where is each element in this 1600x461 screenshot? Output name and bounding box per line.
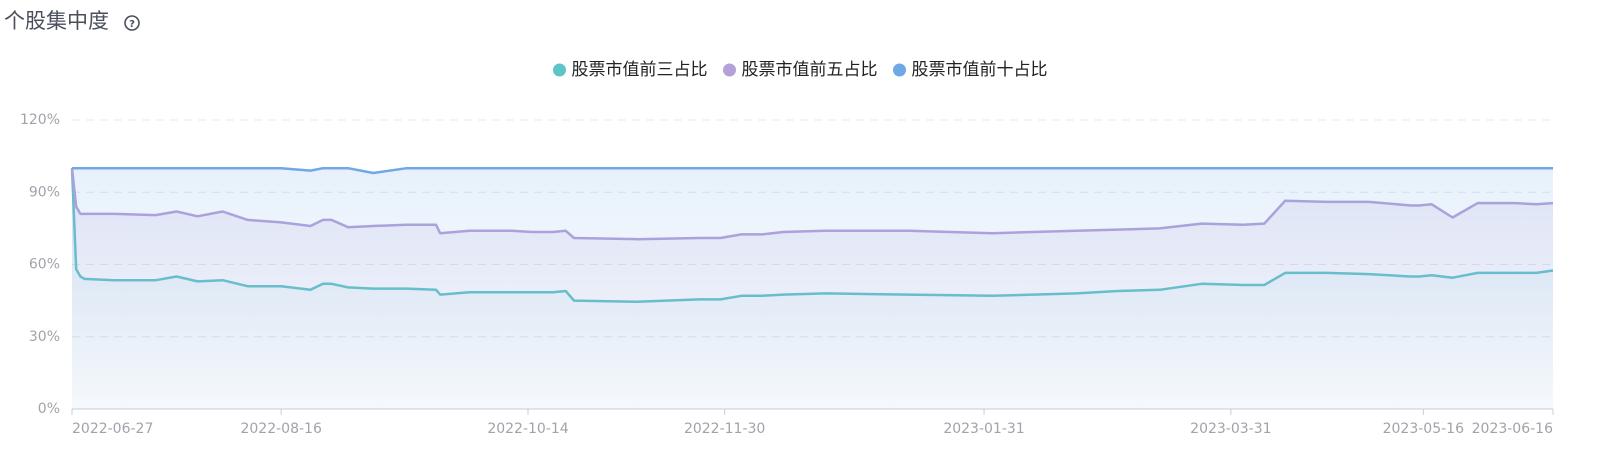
legend-label: 股票市值前三占比 bbox=[572, 60, 708, 80]
svg-text:?: ? bbox=[129, 19, 135, 30]
chart-title: 个股集中度 bbox=[4, 9, 109, 33]
legend-label: 股票市值前十占比 bbox=[912, 60, 1048, 80]
x-tick-label: 2022-10-14 bbox=[487, 421, 568, 437]
y-tick-label: 120% bbox=[20, 112, 60, 128]
series-line bbox=[72, 166, 1553, 175]
y-tick-label: 0% bbox=[38, 401, 60, 417]
x-tick-label: 2023-05-16 bbox=[1383, 421, 1464, 437]
legend-label: 股票市值前五占比 bbox=[742, 60, 878, 80]
series-area bbox=[72, 168, 1553, 409]
x-tick-label: 2022-08-16 bbox=[240, 421, 321, 437]
legend-marker bbox=[553, 63, 566, 77]
x-tick-label: 2023-06-16 bbox=[1472, 421, 1553, 437]
x-tick-label: 2023-03-31 bbox=[1190, 421, 1271, 437]
y-tick-label: 90% bbox=[29, 184, 60, 200]
legend-item[interactable]: 股票市值前三占比 bbox=[553, 60, 708, 80]
legend: 股票市值前三占比 股票市值前五占比 股票市值前十占比 bbox=[553, 60, 1048, 80]
x-tick-label: 2023-01-31 bbox=[943, 421, 1024, 437]
x-tick-label: 2022-11-30 bbox=[684, 421, 765, 437]
legend-marker bbox=[723, 63, 736, 77]
y-tick-label: 60% bbox=[29, 257, 60, 273]
x-tick-label: 2022-06-27 bbox=[72, 421, 153, 437]
legend-item[interactable]: 股票市值前五占比 bbox=[723, 60, 878, 80]
y-tick-label: 30% bbox=[29, 329, 60, 345]
legend-marker bbox=[893, 63, 906, 77]
legend-item[interactable]: 股票市值前十占比 bbox=[893, 60, 1048, 80]
help-icon[interactable]: ? bbox=[124, 15, 140, 31]
